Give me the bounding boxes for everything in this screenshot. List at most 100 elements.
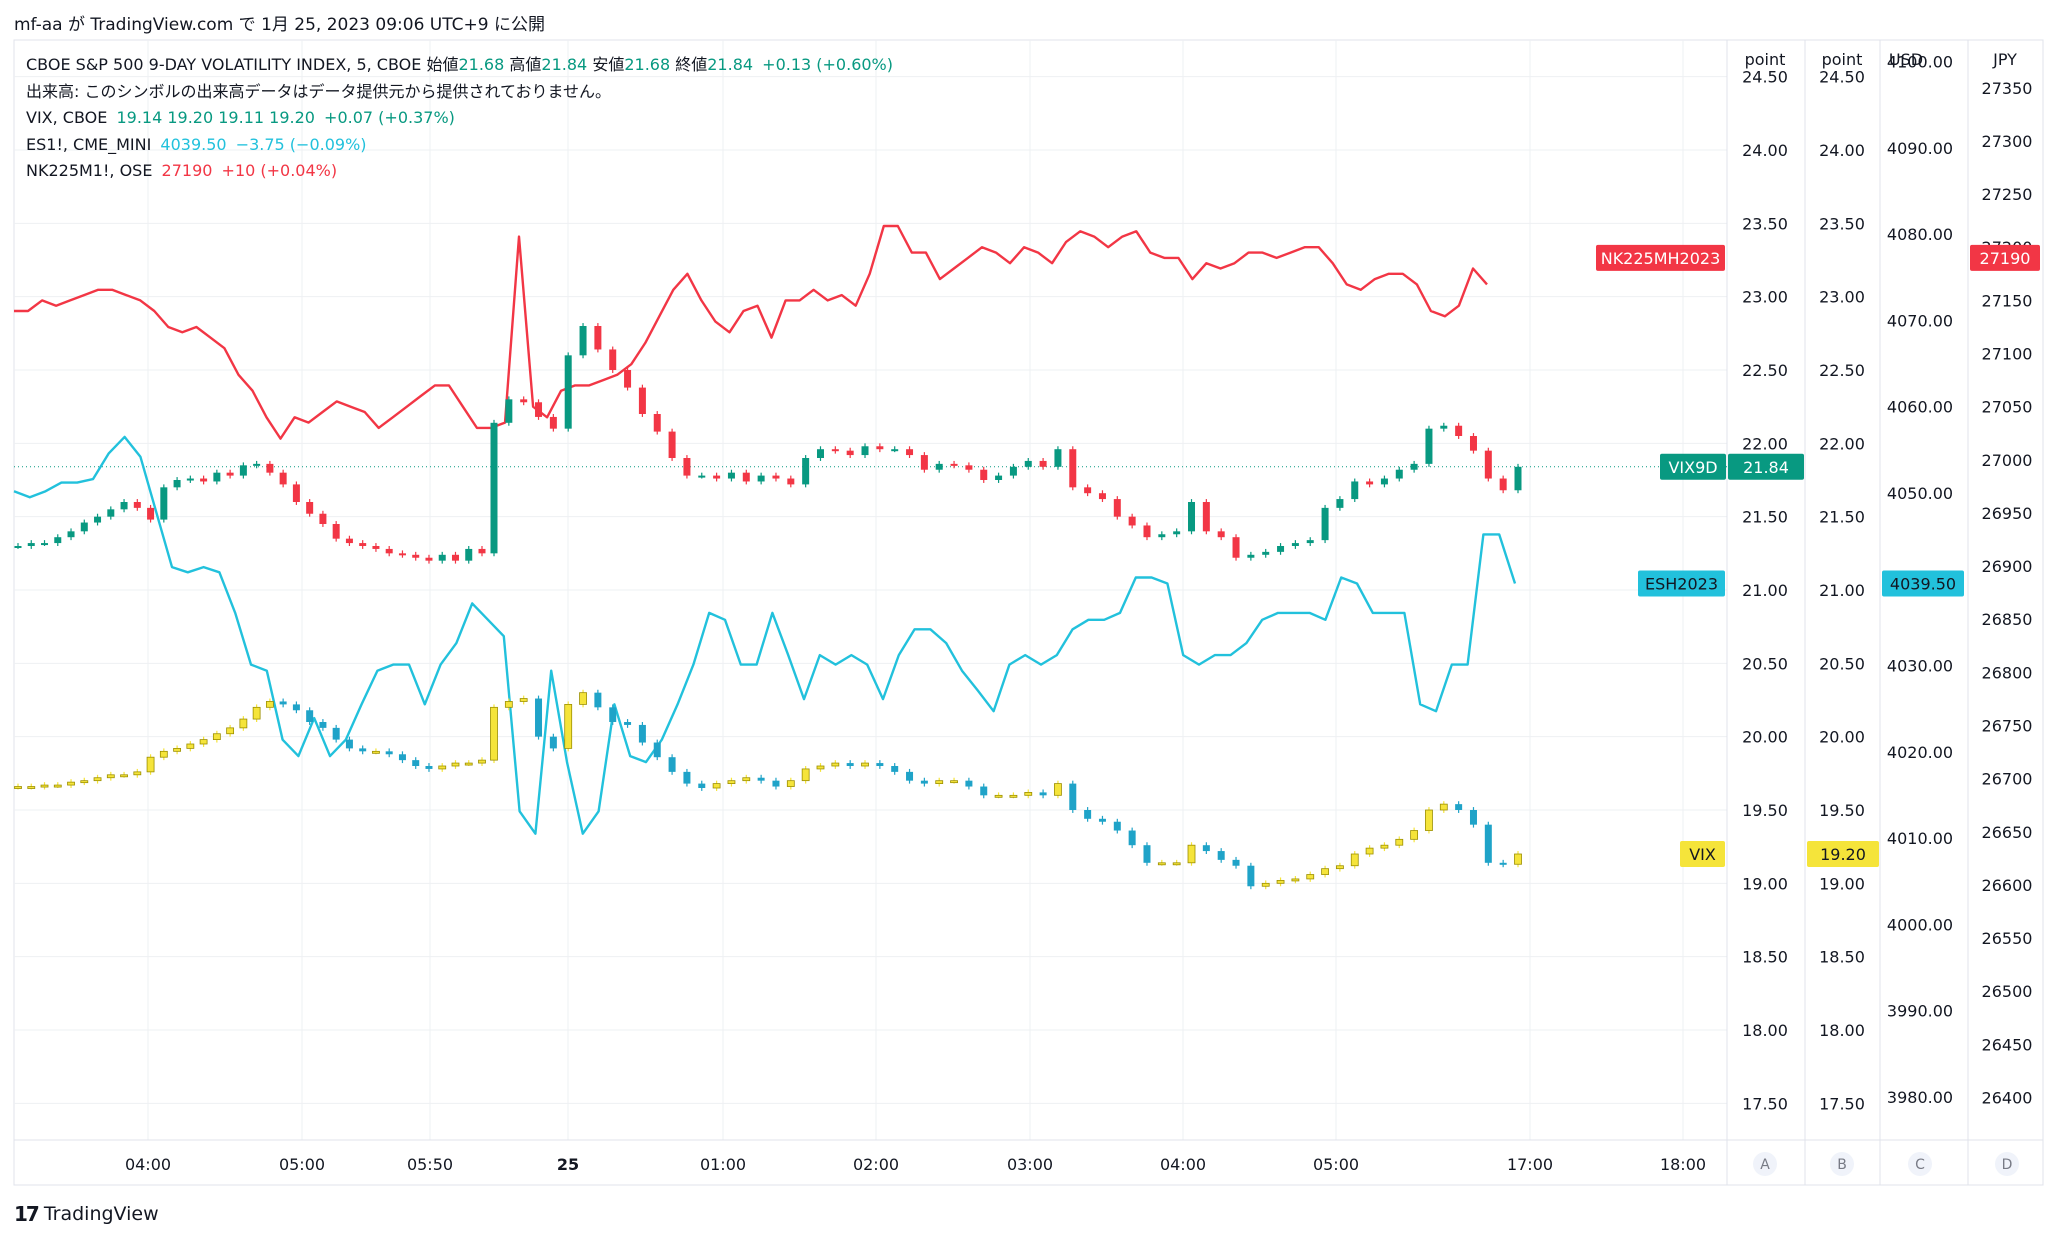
vix-candle [1084,810,1092,819]
vix9d-candle [1158,534,1166,538]
scale-button-label: C [1915,1157,1925,1173]
vix9d-candle [1306,540,1314,544]
vix9d-candle [253,463,261,466]
scale-button-label: B [1837,1157,1847,1173]
tradingview-logo[interactable]: 17 TradingView [14,1202,159,1226]
vix-price-tag-label: VIX [1689,845,1716,864]
x-tick-label: 02:00 [853,1155,899,1174]
legend-vix-change: +0.07 (+0.37%) [324,108,455,127]
legend-es-value: 4039.50 [160,134,227,154]
vix9d-candle [372,546,380,549]
vix9d-candle [520,399,528,403]
scale-button-a[interactable] [1753,1152,1777,1176]
nk-price-tag-value-bg [1970,244,2040,271]
vix9d-price-tag-value: 21.84 [1743,458,1789,477]
vix-candle [1321,868,1329,875]
vix-candles [14,689,1522,890]
vix-candle [438,765,447,770]
scale-a-tick-label: 23.00 [1742,288,1788,307]
vix-candle [1455,804,1463,810]
vix-candle [1143,845,1151,863]
scale-a-tick-label: 24.00 [1742,141,1788,160]
es-price-tag-label: ESH2023 [1645,575,1718,594]
vix-candle [994,794,1003,798]
vix-candle [549,736,557,749]
vix9d-candle [1039,460,1047,467]
legend-es[interactable]: ES1!, CME_MINI 4039.50 −3.75 (−0.09%) [26,132,893,159]
vix9d-candle [160,487,168,520]
vix9d-candle [772,475,780,479]
vix-price-tag: VIX 19.20 [1680,841,1879,867]
scale-c-tick-label: 4010.00 [1887,829,1953,848]
vix9d-candle [1024,460,1032,467]
vix9d-candle [906,449,914,456]
x-tick-label: 05:00 [1313,1155,1359,1174]
vix-candle [385,751,393,755]
grid-lines [14,40,1727,1140]
vix9d-price-tag-value-bg [1728,453,1804,480]
vix-candle [412,760,420,766]
x-tick-label: 05:00 [279,1155,325,1174]
vix-candle [212,733,221,741]
vix-candle [757,777,765,781]
vix9d-candle [292,484,300,502]
vix9d-candle [54,537,62,544]
x-tick-label: 01:00 [700,1155,746,1174]
vix9d-candle [1291,543,1299,546]
scale-b-tick-label: 18.50 [1819,948,1865,967]
vix9d-candle [186,478,194,481]
vix-price-tag-label-bg [1680,841,1725,867]
vix9d-candle [14,546,22,548]
vix9d-candle [1469,436,1477,451]
vix-candle [980,786,988,796]
vix-candle [1069,783,1077,810]
scale-c-tick-label: 3980.00 [1887,1088,1953,1107]
vix-candle [1157,862,1166,866]
axis-header-b: point [1822,50,1863,69]
vix9d-candle [876,446,884,450]
nk-price-tag: NK225MH2023 27190 [1596,244,2040,271]
vix-candle [1202,845,1210,852]
vix-candle [653,742,661,758]
scale-d-tick-label: 26700 [1982,770,2033,789]
scale-d-tick-label: 26650 [1982,823,2033,842]
vix-candle [1514,853,1522,865]
published-text: mf-aa が TradingView.com で 1月 25, 2023 09… [14,15,545,35]
vix-candle [345,739,353,749]
scale-d-tick-label: 27350 [1982,79,2033,98]
vix9d-candle [638,387,646,414]
vix-candle [1350,853,1359,867]
scale-button-d[interactable] [1995,1152,2019,1176]
scale-b-tick-label: 23.00 [1819,288,1865,307]
scale-a-tick-label: 18.50 [1742,948,1788,967]
vix9d-candle [213,472,221,482]
vix9d-candle [478,548,486,554]
scale-button-b[interactable] [1830,1152,1854,1176]
legend-nk[interactable]: NK225M1!, OSE 27190 +10 (+0.04%) [26,158,893,185]
scale-button-c[interactable] [1908,1152,1932,1176]
vix9d-candle [1395,469,1403,479]
vix-candle [1054,783,1062,796]
vix9d-candle [1054,449,1062,467]
vix-candle [451,762,460,767]
vix-candle [965,780,973,787]
vix9d-candle [950,463,958,466]
vix-candle [1247,865,1255,887]
es-price-tag-value: 4039.50 [1890,575,1956,594]
vix9d-candle [1440,425,1448,429]
legend-volume-note: 出来高: このシンボルの出来高データはデータ提供元から提供されておりません。 [26,81,612,101]
scale-d-tick-label: 26400 [1982,1088,2033,1107]
scale-b-tick-label: 19.00 [1819,874,1865,893]
vix9d-candle [1380,478,1388,485]
vix9d-candle [861,446,869,456]
vix-candle [1439,803,1448,811]
x-tick-label: 18:00 [1660,1155,1706,1174]
vix9d-candle [935,463,943,470]
vix-candle [698,783,706,788]
vix9d-candle [727,472,735,479]
scale-d-tick-label: 26600 [1982,876,2033,895]
legend-main[interactable]: CBOE S&P 500 9-DAY VOLATILITY INDEX, 5, … [26,52,893,79]
legend-vix[interactable]: VIX, CBOE 19.14 19.20 19.11 19.20 +0.07 … [26,105,893,132]
tradingview-brand-text: TradingView [43,1203,159,1225]
